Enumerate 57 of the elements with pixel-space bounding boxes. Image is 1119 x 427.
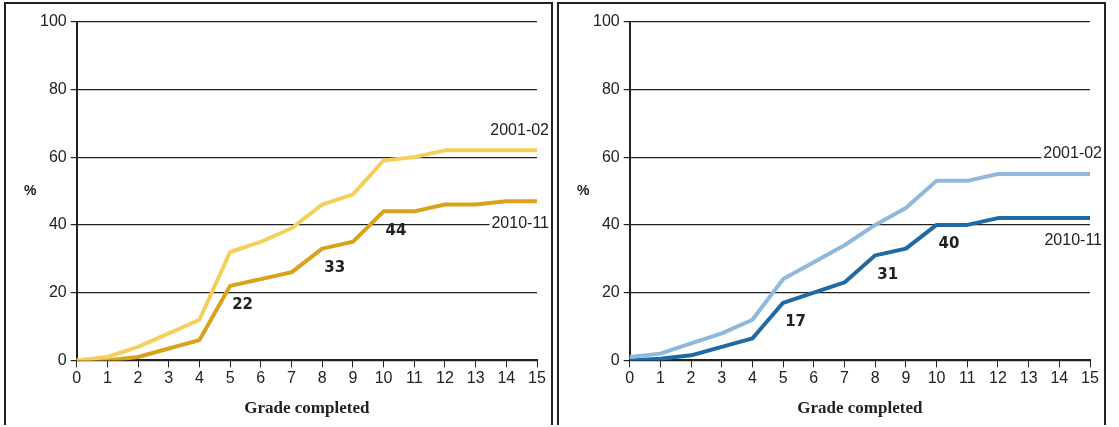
series-label: 2010-11 — [491, 213, 550, 231]
x-axis-title: Grade completed — [244, 398, 370, 418]
y-tick-label: 20 — [601, 283, 620, 301]
x-tick-label: 0 — [72, 369, 82, 387]
x-tick-label: 13 — [466, 369, 485, 387]
x-tick-label: 7 — [840, 369, 850, 387]
x-tick-label: 6 — [256, 369, 266, 387]
y-axis-title: % — [24, 181, 37, 198]
y-tick-label: 0 — [57, 350, 67, 368]
x-tick-label: 9 — [901, 369, 911, 387]
x-axis-title: Grade completed — [797, 398, 923, 418]
y-tick-label: 80 — [48, 79, 67, 97]
data-label: 17 — [785, 312, 807, 331]
x-tick-label: 1 — [655, 369, 665, 387]
x-tick-label: 8 — [317, 369, 327, 387]
x-tick-label: 13 — [1019, 369, 1038, 387]
x-tick-label: 10 — [374, 369, 393, 387]
x-tick-label: 14 — [497, 369, 516, 387]
x-tick-label: 1 — [102, 369, 112, 387]
y-tick-label: 40 — [601, 215, 620, 233]
y-tick-label: 20 — [48, 283, 67, 301]
x-tick-label: 4 — [194, 369, 204, 387]
y-tick-label: 40 — [48, 215, 67, 233]
x-tick-label: 10 — [927, 369, 946, 387]
y-axis-title: % — [577, 181, 590, 198]
x-tick-label: 5 — [778, 369, 788, 387]
series-label: 2001-02 — [490, 120, 550, 138]
x-tick-label: 4 — [747, 369, 757, 387]
y-tick-label: 100 — [592, 12, 620, 30]
y-tick-label: 100 — [39, 12, 67, 30]
data-label: 31 — [877, 264, 899, 283]
x-tick-label: 12 — [989, 369, 1007, 387]
x-tick-label: 12 — [436, 369, 454, 387]
x-tick-label: 3 — [164, 369, 174, 387]
x-tick-label: 11 — [405, 369, 423, 387]
y-tick-label: 60 — [601, 147, 620, 165]
x-tick-label: 15 — [528, 369, 546, 387]
x-tick-label: 14 — [1050, 369, 1069, 387]
x-tick-label: 0 — [625, 369, 635, 387]
x-tick-label: 3 — [717, 369, 727, 387]
y-tick-label: 60 — [48, 147, 67, 165]
x-tick-label: 11 — [958, 369, 976, 387]
x-tick-label: 5 — [225, 369, 235, 387]
x-tick-label: 2 — [133, 369, 143, 387]
x-tick-label: 9 — [348, 369, 358, 387]
data-label: 22 — [232, 295, 254, 314]
y-tick-label: 80 — [601, 79, 620, 97]
x-tick-label: 2 — [686, 369, 696, 387]
data-label: 33 — [324, 257, 346, 276]
x-tick-label: 15 — [1081, 369, 1099, 387]
x-tick-label: 7 — [287, 369, 297, 387]
series-label: 2001-02 — [1043, 144, 1103, 162]
series-label: 2010-11 — [1044, 230, 1103, 248]
x-tick-label: 8 — [870, 369, 880, 387]
y-tick-label: 0 — [610, 350, 620, 368]
data-label: 40 — [938, 234, 960, 253]
x-tick-label: 6 — [809, 369, 819, 387]
